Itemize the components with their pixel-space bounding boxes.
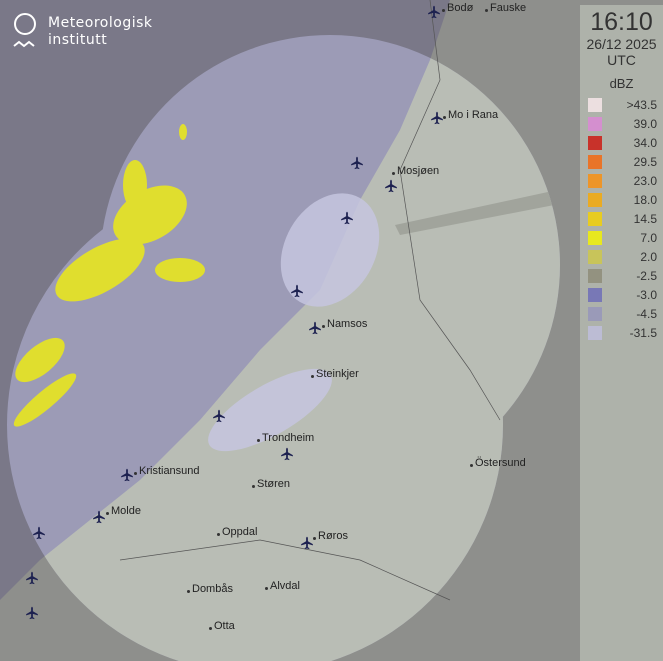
city-label: Molde — [106, 505, 141, 517]
legend-label: 14.5 — [633, 211, 657, 226]
legend-swatch — [588, 325, 602, 340]
legend-row: -31.5 — [580, 323, 663, 342]
city-label: Fauske — [484, 2, 527, 14]
legend-label: >43.5 — [626, 97, 657, 112]
legend-swatch — [588, 135, 602, 150]
airport-icon — [384, 178, 398, 193]
legend-swatch — [588, 287, 602, 302]
airport-icon — [25, 605, 39, 620]
airport-icon — [92, 509, 106, 524]
city-label: Røros — [313, 530, 348, 542]
legend-row: -3.0 — [580, 285, 663, 304]
legend-row: 2.0 — [580, 247, 663, 266]
legend-row: 39.0 — [580, 114, 663, 133]
airport-icon — [308, 320, 322, 335]
city-label: Namsos — [321, 318, 368, 330]
airport-icon — [120, 467, 134, 482]
legend-label: 39.0 — [633, 116, 657, 131]
legend-swatch — [588, 211, 602, 226]
airport-icon — [350, 155, 364, 170]
city-label: Östersund — [470, 457, 526, 469]
legend-swatch — [588, 230, 602, 245]
city-label: Mo i Rana — [442, 109, 499, 121]
city-label: Støren — [251, 478, 291, 490]
legend-label: 18.0 — [633, 192, 657, 207]
city-label: Mosjøen — [391, 165, 440, 177]
date: 26/12 2025 — [586, 36, 657, 52]
legend-swatch — [588, 192, 602, 207]
legend-label: -4.5 — [636, 306, 657, 321]
legend-swatch — [588, 154, 602, 169]
city-label: Kristiansund — [134, 465, 200, 477]
city-label: Trondheim — [256, 432, 315, 444]
legend-row: 18.0 — [580, 190, 663, 209]
city-label: Otta — [209, 620, 235, 632]
legend-row: 29.5 — [580, 152, 663, 171]
city-label: Steinkjer — [311, 368, 359, 380]
city-label: Bodø — [441, 2, 474, 14]
logo-icon — [13, 13, 36, 48]
airport-icon — [290, 283, 304, 298]
airport-icon — [430, 110, 444, 125]
legend-row: -2.5 — [580, 266, 663, 285]
airport-icon — [280, 446, 294, 461]
met-logo: Meteorologisk institutt — [12, 12, 153, 50]
legend-swatch — [588, 268, 602, 283]
city-label: Oppdal — [216, 526, 258, 538]
logo-line1: Meteorologisk — [48, 15, 153, 31]
time: 16:10 — [590, 8, 653, 36]
legend-label: 34.0 — [633, 135, 657, 150]
legend-swatch — [588, 306, 602, 321]
legend-swatch — [588, 116, 602, 131]
precipitation — [13, 124, 205, 427]
legend-row: 14.5 — [580, 209, 663, 228]
city-label: Dombås — [187, 583, 233, 595]
legend: 16:10 26/12 2025 UTC dBZ >43.5 39.0 34.0 29… — [580, 5, 663, 661]
airport-icon — [32, 525, 46, 540]
legend-row: >43.5 — [580, 95, 663, 114]
legend-label: 23.0 — [633, 173, 657, 188]
legend-label: 29.5 — [633, 154, 657, 169]
airport-icon — [25, 570, 39, 585]
legend-swatch — [588, 249, 602, 264]
airport-icon — [212, 408, 226, 423]
timezone: UTC — [607, 52, 636, 68]
legend-swatch — [588, 97, 602, 112]
legend-label: -2.5 — [636, 268, 657, 283]
legend-label: -3.0 — [636, 287, 657, 302]
unit: dBZ — [609, 76, 634, 91]
legend-label: -31.5 — [629, 325, 657, 340]
legend-row: 23.0 — [580, 171, 663, 190]
legend-row: -4.5 — [580, 304, 663, 323]
legend-swatch — [588, 173, 602, 188]
city-label: Alvdal — [265, 580, 300, 592]
legend-row: 7.0 — [580, 228, 663, 247]
legend-row: 34.0 — [580, 133, 663, 152]
airport-icon — [300, 535, 314, 550]
legend-label: 2.0 — [640, 249, 657, 264]
logo-line2: institutt — [48, 32, 108, 48]
airport-icon — [427, 4, 441, 19]
airport-icon — [340, 210, 354, 225]
legend-label: 7.0 — [640, 230, 657, 245]
